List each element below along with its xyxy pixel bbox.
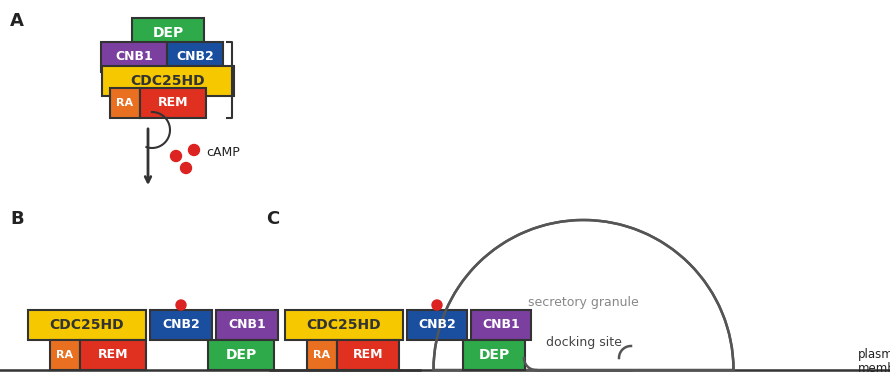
Text: CDC25HD: CDC25HD (131, 74, 206, 88)
Wedge shape (433, 220, 733, 370)
Text: RA: RA (313, 350, 330, 360)
Bar (307, 340, 337, 370)
Text: CNB1: CNB1 (228, 319, 266, 332)
Text: DEP: DEP (152, 26, 183, 40)
Text: REM: REM (352, 349, 384, 362)
Text: DEP: DEP (225, 348, 256, 362)
Text: B: B (10, 210, 24, 228)
Text: REM: REM (158, 96, 189, 110)
Bar (471, 310, 531, 340)
Text: C: C (266, 210, 279, 228)
Bar (28, 310, 146, 340)
Bar (208, 340, 274, 370)
Bar (80, 340, 146, 370)
Bar (216, 310, 278, 340)
Bar (50, 340, 80, 370)
Circle shape (171, 151, 182, 161)
Text: plasm: plasm (858, 348, 890, 361)
Circle shape (176, 300, 186, 310)
Text: CNB1: CNB1 (115, 50, 153, 64)
Text: RA: RA (56, 350, 74, 360)
Bar (463, 340, 525, 370)
Bar (407, 310, 467, 340)
Bar (167, 42, 223, 72)
Text: RA: RA (117, 98, 134, 108)
Text: CNB1: CNB1 (482, 319, 520, 332)
Text: DEP: DEP (479, 348, 510, 362)
Bar (536, 308, 631, 370)
Text: CNB2: CNB2 (418, 319, 456, 332)
Circle shape (432, 300, 442, 310)
Bar (101, 42, 167, 72)
Bar (132, 18, 204, 48)
Text: membran: membran (858, 362, 890, 375)
Text: CDC25HD: CDC25HD (50, 318, 125, 332)
Bar (337, 340, 399, 370)
Text: CDC25HD: CDC25HD (307, 318, 381, 332)
Circle shape (181, 163, 191, 174)
Text: cAMP: cAMP (206, 147, 239, 160)
Text: CNB2: CNB2 (162, 319, 200, 332)
Text: docking site: docking site (546, 336, 621, 349)
Circle shape (189, 145, 199, 156)
Text: A: A (10, 12, 24, 30)
Bar (150, 310, 212, 340)
Bar (110, 88, 140, 118)
Bar (102, 66, 234, 96)
Bar (285, 310, 403, 340)
Text: CNB2: CNB2 (176, 50, 214, 64)
Bar (140, 88, 206, 118)
Text: secretory granule: secretory granule (528, 296, 639, 309)
Text: REM: REM (98, 349, 128, 362)
